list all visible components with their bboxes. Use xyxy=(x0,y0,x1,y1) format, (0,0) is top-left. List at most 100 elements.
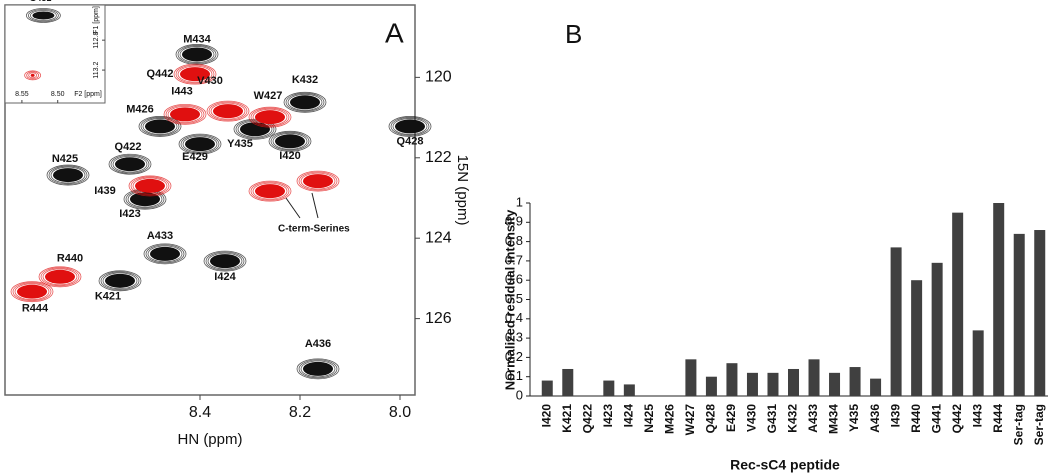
y-tick-label: 0.1 xyxy=(505,368,523,383)
contour xyxy=(173,63,217,85)
x-tick-label: Y435 xyxy=(847,404,861,432)
bar xyxy=(931,262,943,396)
peak xyxy=(150,246,180,261)
contour xyxy=(300,172,336,190)
x-tick-label: Q428 xyxy=(704,404,718,434)
contour xyxy=(138,116,182,137)
contour xyxy=(205,251,245,271)
contour xyxy=(250,181,290,201)
contour xyxy=(130,176,170,196)
y-tick-label: 0.5 xyxy=(505,291,523,306)
peak xyxy=(45,269,75,284)
contour xyxy=(233,118,277,140)
x-tick-label: N425 xyxy=(642,404,656,433)
bar xyxy=(911,280,923,396)
contour xyxy=(298,171,338,191)
x-tick-label: 8.2 xyxy=(289,404,311,421)
bar xyxy=(746,372,758,396)
peak-label: Q428 xyxy=(397,135,424,147)
contour xyxy=(270,131,310,151)
contour xyxy=(296,358,340,380)
inset-frame xyxy=(4,4,106,104)
y-tick-label: 113.2 xyxy=(93,61,100,78)
x-tick-label: R444 xyxy=(991,404,1005,433)
x-axis-title: F2 [ppm] xyxy=(74,91,102,98)
contour xyxy=(100,271,140,291)
x-tick-label: Ser-tag xyxy=(1011,404,1025,445)
y-tick-label: 126 xyxy=(425,310,452,327)
annotation: C-term-Serines xyxy=(278,224,350,235)
x-tick-label: M434 xyxy=(827,404,841,434)
contour xyxy=(108,153,152,175)
contour xyxy=(26,71,40,80)
contour xyxy=(296,170,340,192)
contour xyxy=(206,100,250,122)
contour xyxy=(203,250,247,272)
peak xyxy=(213,104,243,119)
contour xyxy=(142,118,178,135)
y-tick-label: 1 xyxy=(516,194,523,209)
y-axis-title: 15N (ppm) xyxy=(454,155,471,226)
peak-label: M434 xyxy=(183,33,211,45)
contour xyxy=(177,65,213,83)
contour xyxy=(112,155,148,173)
x-tick-label: I424 xyxy=(622,404,636,428)
y-tick-label: 124 xyxy=(425,229,452,246)
contour xyxy=(248,106,292,128)
contour xyxy=(145,244,185,264)
peak xyxy=(290,95,320,110)
y-tick-label: 0.7 xyxy=(505,252,523,267)
x-tick-label: K421 xyxy=(560,404,574,433)
contour xyxy=(98,270,142,292)
x-tick-label: I443 xyxy=(970,404,984,428)
bar xyxy=(952,212,964,396)
peak-label: R440 xyxy=(57,253,83,265)
x-tick-label: I439 xyxy=(888,404,902,428)
peak-label: E429 xyxy=(182,151,208,163)
contour xyxy=(207,252,243,270)
peak-label: I443 xyxy=(171,85,192,97)
contour xyxy=(210,102,246,120)
contour xyxy=(287,93,323,111)
peak-label: I420 xyxy=(279,150,300,162)
peak xyxy=(17,284,47,299)
contour xyxy=(177,45,217,64)
peak xyxy=(145,119,175,134)
contour xyxy=(180,134,220,154)
contour xyxy=(147,245,183,263)
contour xyxy=(252,182,288,200)
contour xyxy=(179,46,215,63)
peak xyxy=(185,137,215,152)
contour xyxy=(388,116,432,137)
contour xyxy=(12,282,52,302)
bar xyxy=(993,203,1005,396)
panel-b-letter: B xyxy=(565,19,582,49)
panel-a-letter: A xyxy=(385,17,404,48)
bar xyxy=(705,376,717,396)
peak xyxy=(275,134,305,149)
peak xyxy=(30,73,35,77)
contour xyxy=(268,130,312,152)
arrow xyxy=(311,192,319,219)
peak xyxy=(303,174,333,189)
y-tick-label: 0.3 xyxy=(505,330,523,345)
contour xyxy=(208,101,248,121)
y-axis-title: Normalized residual intensity xyxy=(502,209,517,390)
bar xyxy=(541,380,553,396)
peak-label: I439 xyxy=(94,185,115,197)
peak xyxy=(303,361,333,376)
peak-label: A433 xyxy=(147,230,173,242)
peak xyxy=(135,178,165,193)
peak xyxy=(32,11,55,20)
contour xyxy=(390,117,430,136)
contour xyxy=(38,266,82,288)
peak xyxy=(395,119,425,134)
contour xyxy=(285,92,325,112)
contour xyxy=(140,117,180,136)
contour xyxy=(143,243,187,265)
contour xyxy=(110,154,150,174)
contour xyxy=(163,103,207,125)
contour xyxy=(298,359,338,379)
bar xyxy=(562,368,574,396)
